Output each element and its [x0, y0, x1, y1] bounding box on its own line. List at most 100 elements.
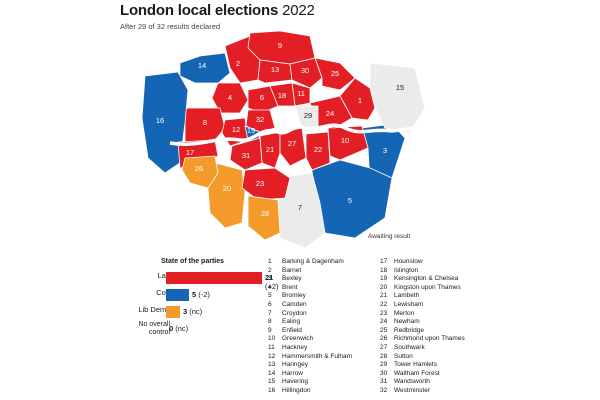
- borough-number-5: 5: [348, 196, 352, 205]
- borough-key-item: 18 Islington: [380, 266, 419, 274]
- borough-key-item: 24 Newham: [380, 318, 420, 326]
- borough-number-18: 18: [278, 91, 286, 100]
- borough-key-item: 6 Camden: [268, 300, 307, 308]
- borough-number-13: 13: [271, 65, 279, 74]
- borough-30: [289, 57, 323, 89]
- borough-31: [229, 137, 263, 171]
- borough-key-item: 25 Redbridge: [380, 326, 424, 334]
- borough-13: [257, 59, 293, 84]
- borough-number-25: 25: [331, 69, 339, 78]
- legend-seats: 21 (+2): [265, 273, 279, 291]
- borough-key-item: 23 Merton: [380, 309, 415, 317]
- borough-number-11: 11: [297, 89, 305, 98]
- borough-key-item: 19 Kensington & Chelsea: [380, 275, 459, 283]
- borough-number-31: 31: [242, 151, 250, 160]
- borough-26: [181, 155, 219, 189]
- borough-number-2: 2: [236, 59, 240, 68]
- borough-key-item: 28 Sutton: [380, 352, 413, 360]
- legend-party-label: Lab: [157, 271, 170, 280]
- borough-number-26: 26: [195, 164, 203, 173]
- borough-key-item: 30 Waltham Forest: [380, 369, 440, 377]
- borough-number-12: 12: [232, 125, 240, 134]
- borough-number-19: 19: [247, 126, 255, 135]
- legend-title: State of the parties: [161, 258, 225, 265]
- borough-22: [305, 131, 331, 171]
- borough-number-9: 9: [278, 41, 282, 50]
- borough-8: [184, 107, 226, 143]
- borough-number-21: 21: [266, 145, 274, 154]
- legend-party-label: Lib Dems: [138, 305, 170, 314]
- borough-number-7: 7: [298, 203, 302, 212]
- borough-key-item: 16 Hillingdon: [268, 386, 311, 394]
- borough-14: [179, 52, 231, 84]
- title-year: 2022: [282, 2, 315, 19]
- awaiting-result-label: Awaiting result: [368, 233, 411, 240]
- borough-key-item: 8 Ealing: [268, 318, 301, 326]
- borough-key-item: 7 Croydon: [268, 309, 307, 317]
- borough-key-item: 4 Brent: [268, 283, 298, 291]
- legend-seats: 5 (-2): [192, 290, 210, 299]
- borough-4: [211, 82, 249, 114]
- legend-bar: [166, 289, 189, 301]
- borough-10: [327, 125, 369, 161]
- borough-number-29: 29: [304, 111, 312, 120]
- borough-number-32: 32: [256, 115, 264, 124]
- borough-key-item: 14 Harrow: [268, 369, 303, 377]
- borough-23: [241, 167, 291, 201]
- borough-number-10: 10: [341, 136, 349, 145]
- legend-seats: 0 (nc): [169, 324, 189, 333]
- borough-number-1: 1: [358, 96, 362, 105]
- borough-key-item: 32 Westminster: [380, 386, 430, 394]
- borough-number-6: 6: [260, 93, 264, 102]
- borough-number-20: 20: [223, 184, 231, 193]
- legend-seats: 3 (nc): [183, 307, 203, 316]
- borough-key-column-1: 1 Barking & Dagenham 2 Barnet 3 Bexley 4 Brent 5…: [268, 258, 352, 396]
- legend-row: No overall control 0 (nc): [118, 321, 278, 337]
- borough-28: [247, 195, 281, 241]
- borough-6: [247, 85, 279, 114]
- borough-key-item: 13 Haringey: [268, 361, 309, 369]
- borough-number-15: 15: [396, 83, 404, 92]
- borough-number-3: 3: [383, 146, 387, 155]
- borough-20: [207, 162, 246, 229]
- river-thames: [169, 123, 416, 146]
- borough-key-column-2: 17 Hounslow 18 Islington 19 Kensington & Chel…: [380, 258, 465, 396]
- borough-key-item: 21 Lambeth: [380, 292, 420, 300]
- borough-number-8: 8: [203, 118, 207, 127]
- borough-number-23: 23: [256, 179, 264, 188]
- legend-bar: [166, 272, 262, 284]
- borough-number-24: 24: [326, 109, 334, 118]
- borough-key-item: 31 Wandsworth: [380, 378, 430, 386]
- borough-key-item: 17 Hounslow: [380, 258, 423, 265]
- borough-shapes: [141, 30, 426, 249]
- borough-number-28: 28: [261, 209, 269, 218]
- borough-key-item: 10 Greenwich: [268, 335, 314, 343]
- borough-15: [369, 62, 426, 134]
- borough-key-item: 9 Enfield: [268, 326, 302, 334]
- page-title: London local elections 2022: [120, 2, 315, 19]
- legend-row: Lib Dems 3 (nc): [118, 306, 278, 320]
- borough-key-item: 1 Barking & Dagenham: [268, 258, 344, 265]
- title-main: London local elections: [120, 2, 279, 19]
- borough-number-22: 22: [314, 145, 322, 154]
- legend-party-label: No overall control: [138, 321, 170, 336]
- legend-bar: [166, 306, 180, 318]
- borough-number-16: 16: [156, 116, 164, 125]
- subtitle: After 29 of 32 results declared: [120, 22, 221, 31]
- legend-row: Con 5 (-2): [118, 289, 278, 303]
- borough-29: [294, 105, 319, 129]
- borough-key-item: 27 Southwark: [380, 343, 425, 351]
- borough-key-item: 12 Hammersmith & Fulham: [268, 352, 353, 360]
- borough-key-item: 22 Lewisham: [380, 300, 424, 308]
- borough-key-item: 2 Barnet: [268, 266, 302, 274]
- borough-number-27: 27: [288, 139, 296, 148]
- borough-key-item: 11 Hackney: [268, 343, 308, 351]
- borough-number-4: 4: [228, 93, 232, 102]
- legend-row: Lab 21 (+2): [118, 271, 278, 292]
- borough-key-item: 5 Bromley: [268, 292, 306, 300]
- borough-number-14: 14: [198, 61, 206, 70]
- legend-party-label: Con: [156, 288, 170, 297]
- borough-number-30: 30: [301, 66, 309, 75]
